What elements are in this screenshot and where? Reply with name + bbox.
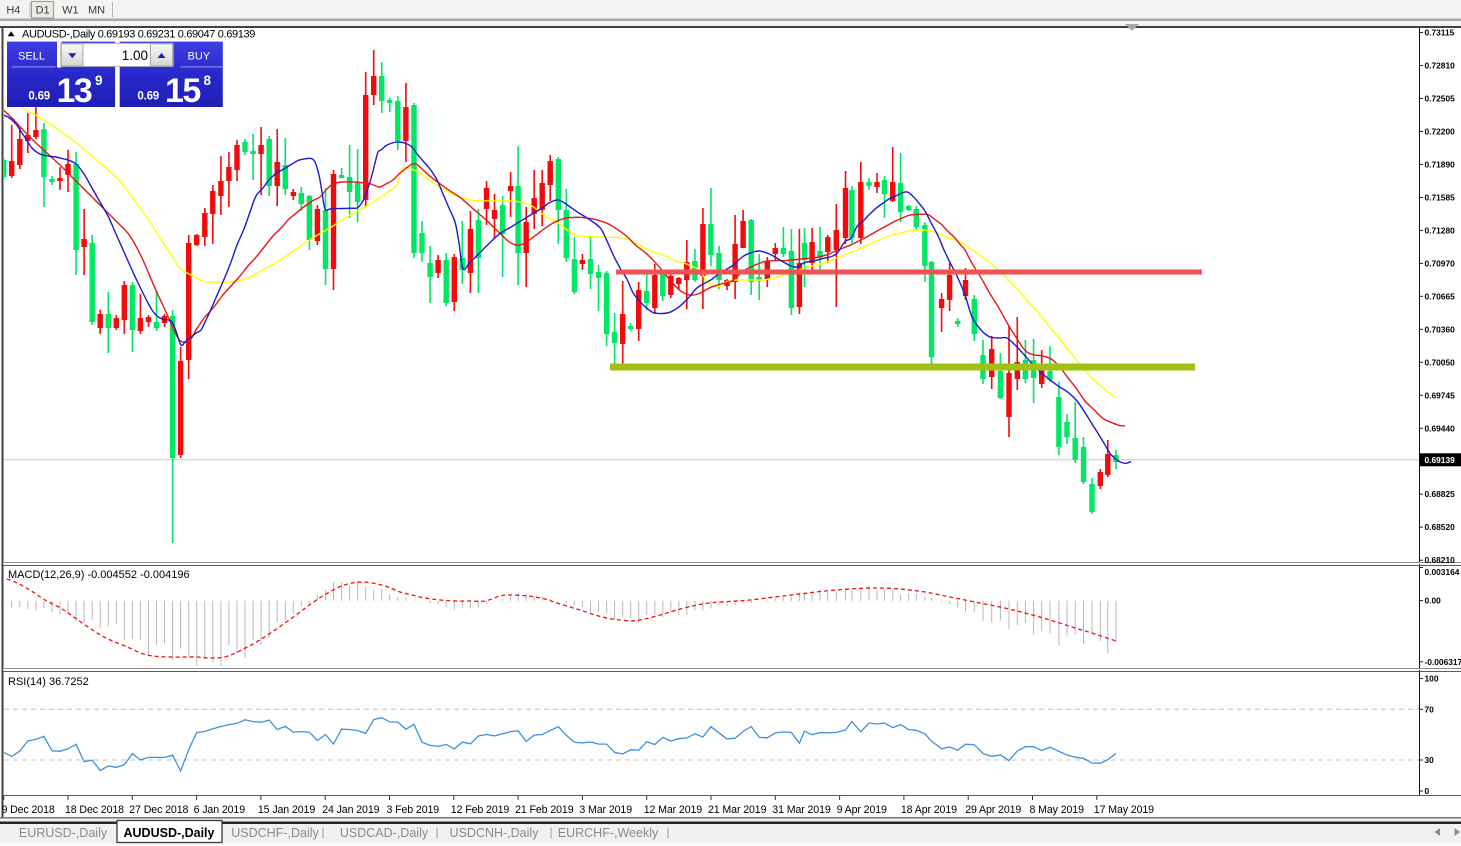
svg-text:MACD(12,26,9) -0.004552 -0.004: MACD(12,26,9) -0.004552 -0.004196 [8,569,190,581]
svg-text:0.72200: 0.72200 [1425,126,1456,136]
svg-text:21 Feb 2019: 21 Feb 2019 [515,804,574,816]
svg-text:D1: D1 [36,5,50,17]
svg-text:EURCHF-,Weekly: EURCHF-,Weekly [558,826,659,840]
svg-text:12 Mar 2019: 12 Mar 2019 [644,804,703,816]
svg-text:BUY: BUY [187,51,210,63]
svg-text:0.69440: 0.69440 [1425,423,1456,433]
svg-text:0: 0 [1425,786,1430,796]
svg-text:-0.006317: -0.006317 [1425,657,1461,667]
svg-text:H4: H4 [6,5,20,17]
svg-text:21 Mar 2019: 21 Mar 2019 [708,804,767,816]
svg-text:USDCNH-,Daily: USDCNH-,Daily [450,826,540,840]
svg-text:24 Jan 2019: 24 Jan 2019 [322,804,379,816]
svg-text:6 Jan 2019: 6 Jan 2019 [194,804,246,816]
svg-text:70: 70 [1425,704,1435,714]
svg-text:RSI(14) 36.7252: RSI(14) 36.7252 [8,676,89,688]
svg-text:13: 13 [57,72,92,110]
svg-text:18 Apr 2019: 18 Apr 2019 [901,804,957,816]
svg-text:0.69: 0.69 [28,91,50,103]
svg-text:9: 9 [95,73,103,88]
svg-text:15: 15 [165,72,200,110]
svg-text:0.69: 0.69 [137,91,159,103]
svg-text:0.70970: 0.70970 [1425,258,1456,268]
svg-text:W1: W1 [62,5,79,17]
svg-text:8 May 2019: 8 May 2019 [1030,804,1085,816]
svg-text:USDCAD-,Daily: USDCAD-,Daily [340,826,429,840]
svg-text:31 Mar 2019: 31 Mar 2019 [772,804,831,816]
svg-text:18 Dec 2018: 18 Dec 2018 [65,804,124,816]
svg-text:MN: MN [88,5,105,17]
svg-text:27 Dec 2018: 27 Dec 2018 [129,804,188,816]
svg-text:0.68825: 0.68825 [1425,489,1456,499]
svg-text:0.71585: 0.71585 [1425,192,1456,202]
svg-text:0.71280: 0.71280 [1425,225,1456,235]
svg-text:0.68520: 0.68520 [1425,522,1456,532]
svg-text:30: 30 [1425,755,1435,765]
svg-text:0.70050: 0.70050 [1425,357,1456,367]
svg-text:0.70360: 0.70360 [1425,324,1456,334]
svg-text:17 May 2019: 17 May 2019 [1094,804,1154,816]
svg-text:|: | [321,825,324,839]
svg-text:3 Mar 2019: 3 Mar 2019 [579,804,632,816]
svg-text:0.003164: 0.003164 [1425,567,1460,577]
svg-text:AUDUSD-,Daily: AUDUSD-,Daily [22,28,96,40]
svg-text:0.72810: 0.72810 [1425,61,1456,71]
svg-text:|: | [549,825,552,839]
svg-text:0.00: 0.00 [1425,596,1442,606]
svg-text:3 Feb 2019: 3 Feb 2019 [387,804,440,816]
svg-text:0.70665: 0.70665 [1425,291,1456,301]
svg-text:AUDUSD-,Daily: AUDUSD-,Daily [124,826,215,840]
svg-text:EURUSD-,Daily: EURUSD-,Daily [19,826,108,840]
svg-text:0.71890: 0.71890 [1425,159,1456,169]
svg-text:0.69745: 0.69745 [1425,390,1456,400]
svg-text:0.69139: 0.69139 [1425,455,1456,465]
svg-text:9 Apr 2019: 9 Apr 2019 [837,804,887,816]
svg-text:0.72505: 0.72505 [1425,94,1456,104]
svg-text:0.73115: 0.73115 [1425,28,1455,38]
svg-text:|: | [666,825,669,839]
svg-text:8: 8 [204,73,212,88]
svg-text:0.69193 0.69231 0.69047 0.6913: 0.69193 0.69231 0.69047 0.69139 [98,28,256,40]
svg-text:12 Feb 2019: 12 Feb 2019 [451,804,510,816]
svg-text:USDCHF-,Daily: USDCHF-,Daily [231,826,319,840]
svg-text:29 Apr 2019: 29 Apr 2019 [965,804,1021,816]
svg-text:15 Jan 2019: 15 Jan 2019 [258,804,315,816]
svg-text:100: 100 [1425,674,1439,684]
svg-text:9 Dec 2018: 9 Dec 2018 [2,804,55,816]
svg-text:1.00: 1.00 [122,48,148,63]
svg-text:0.68210: 0.68210 [1425,555,1456,565]
svg-text:|: | [435,825,438,839]
svg-text:SELL: SELL [18,51,45,63]
